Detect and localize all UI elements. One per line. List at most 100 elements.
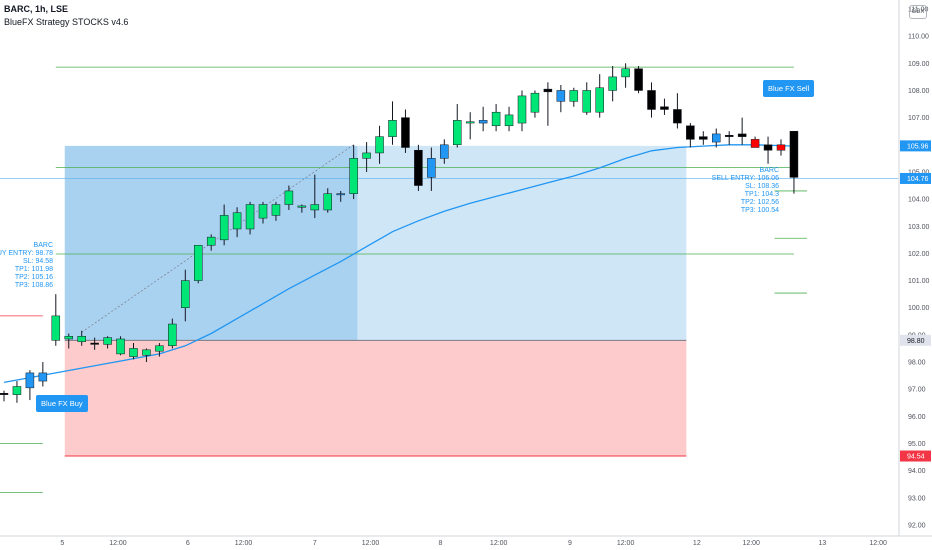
candle[interactable]	[504, 106, 514, 132]
candle[interactable]	[465, 112, 475, 140]
candle[interactable]	[51, 294, 61, 346]
candle-body	[517, 95, 527, 124]
candle[interactable]	[194, 245, 203, 284]
candle[interactable]	[608, 66, 617, 102]
candle[interactable]	[427, 147, 436, 191]
candle-body	[401, 117, 410, 148]
candle[interactable]	[517, 90, 527, 132]
candle[interactable]	[621, 63, 630, 88]
candle[interactable]	[181, 269, 190, 322]
candle[interactable]	[25, 370, 35, 401]
candle[interactable]	[388, 101, 397, 145]
y-tick-label: 110.00	[908, 34, 929, 41]
candle[interactable]	[776, 139, 786, 156]
candles-layer[interactable]	[0, 63, 799, 403]
candle[interactable]	[362, 142, 371, 172]
candle[interactable]	[582, 82, 591, 115]
y-tick-label: 92.00	[908, 523, 926, 530]
candle-body	[789, 130, 799, 178]
candle[interactable]	[491, 104, 501, 132]
candle[interactable]	[401, 109, 410, 153]
candle-body	[608, 76, 617, 91]
candle[interactable]	[453, 104, 462, 148]
y-tick-label: 101.00	[908, 278, 930, 285]
candle[interactable]	[660, 98, 669, 115]
candle-body	[245, 204, 255, 230]
candle-body	[64, 336, 73, 340]
candle-body	[556, 90, 566, 102]
candle[interactable]	[219, 204, 229, 246]
candle-body	[660, 106, 669, 110]
y-tick-label: 104.00	[908, 197, 930, 204]
candle[interactable]	[699, 131, 708, 145]
symbol-title[interactable]: BARC, 1h, LSE	[4, 4, 69, 14]
candle[interactable]	[310, 174, 320, 219]
y-tick-label: 105.00	[908, 169, 930, 176]
candle[interactable]	[595, 74, 604, 118]
candle[interactable]	[284, 185, 294, 210]
candle[interactable]	[168, 318, 177, 349]
candle-body	[530, 92, 540, 113]
buy-annotation-line: TP3: 108.86	[14, 282, 53, 289]
candle[interactable]	[38, 362, 48, 387]
sell-signal-annotation: BARC SELL ENTRY: 106.06 SL: 108.36 TP1: …	[712, 167, 779, 215]
candle[interactable]	[543, 82, 553, 126]
candle-body	[168, 323, 177, 347]
candle[interactable]	[116, 336, 125, 356]
buy-signal-annotation: BARC BUY ENTRY: 98.78 SL: 94.58 TP1: 101…	[0, 242, 53, 290]
candle[interactable]	[77, 330, 86, 346]
candle[interactable]	[0, 390, 9, 402]
sell-signal-bubble[interactable]: Blue FX Sell	[763, 80, 815, 97]
candle[interactable]	[129, 343, 138, 360]
candle[interactable]	[142, 348, 151, 363]
candle[interactable]	[64, 333, 73, 349]
candle[interactable]	[440, 139, 449, 164]
candle[interactable]	[90, 337, 99, 350]
price-label-box	[900, 172, 931, 184]
candle[interactable]	[686, 123, 695, 148]
y-tick-label: 100.00	[908, 305, 930, 312]
candle-body	[465, 121, 475, 124]
candle[interactable]	[634, 66, 643, 94]
candle[interactable]	[103, 336, 112, 349]
candle-body	[595, 87, 604, 113]
candle[interactable]	[673, 93, 682, 129]
candle[interactable]	[647, 82, 656, 118]
candle[interactable]	[569, 87, 579, 107]
candle-body	[142, 349, 151, 356]
currency-badge[interactable]: GBX	[909, 5, 927, 19]
candle-body	[232, 212, 242, 230]
indicator-title[interactable]: BlueFX Strategy STOCKS v4.6	[4, 17, 129, 27]
candle-body	[543, 88, 553, 93]
buy-annotation-line: BARC	[33, 242, 53, 249]
candle[interactable]	[712, 128, 721, 148]
candle[interactable]	[724, 131, 734, 145]
candle[interactable]	[258, 201, 268, 224]
candle[interactable]	[336, 190, 345, 202]
candle-body	[362, 152, 371, 159]
candle[interactable]	[556, 85, 566, 113]
candle[interactable]	[349, 144, 358, 200]
candle[interactable]	[271, 201, 281, 221]
candle[interactable]	[323, 188, 332, 213]
candle-body	[375, 136, 384, 154]
candle[interactable]	[206, 234, 216, 251]
candle[interactable]	[12, 381, 22, 403]
candle[interactable]	[414, 144, 423, 191]
candle[interactable]	[375, 125, 384, 164]
candle[interactable]	[245, 201, 255, 235]
candle[interactable]	[789, 130, 799, 194]
candle[interactable]	[297, 204, 307, 213]
candle[interactable]	[232, 207, 242, 238]
candle[interactable]	[530, 90, 540, 118]
candle[interactable]	[478, 106, 488, 132]
candle[interactable]	[763, 136, 773, 164]
candle[interactable]	[737, 117, 747, 145]
candle[interactable]	[155, 343, 164, 357]
buy-signal-bubble[interactable]: Blue FX Buy	[36, 395, 88, 412]
candle-body	[194, 245, 203, 281]
sell-annotation-line: TP1: 104.3	[744, 191, 779, 198]
candle-body	[621, 68, 630, 78]
candle[interactable]	[750, 136, 760, 148]
